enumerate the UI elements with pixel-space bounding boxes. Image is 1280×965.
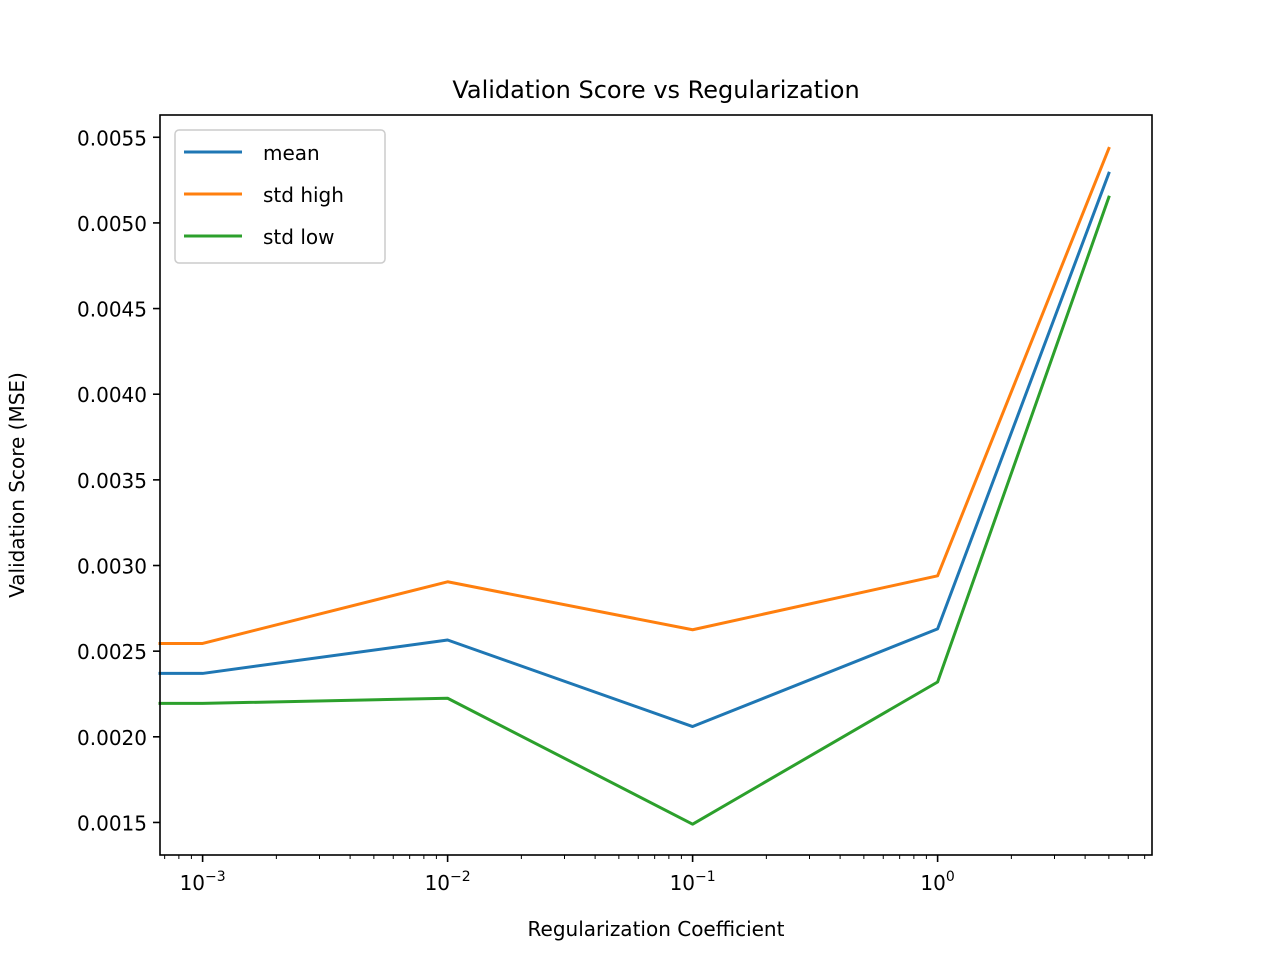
y-tick-label: 0.0025 — [77, 640, 147, 664]
x-axis-label: Regularization Coefficient — [528, 917, 785, 941]
y-tick-label: 0.0050 — [77, 212, 147, 236]
series-line-mean — [158, 171, 1111, 729]
y-tick-label: 0.0040 — [77, 383, 147, 407]
y-tick-label: 0.0015 — [77, 811, 147, 835]
series-line-std-low — [158, 195, 1111, 826]
legend-label-mean: mean — [263, 141, 320, 165]
y-axis-label: Validation Score (MSE) — [5, 372, 29, 598]
y-tick-label: 0.0055 — [77, 126, 147, 150]
y-tick-label: 0.0020 — [77, 726, 147, 750]
legend-label-std-low: std low — [263, 225, 334, 249]
series-line-std-high — [158, 146, 1111, 645]
x-axis: 10−3 10−2 10−1 100 — [164, 855, 1146, 895]
y-tick-label: 0.0030 — [77, 555, 147, 579]
x-tick-label: 10−3 — [180, 869, 226, 895]
axes-frame — [159, 114, 1153, 856]
legend-label-std-high: std high — [263, 183, 344, 207]
y-tick-label: 0.0035 — [77, 469, 147, 493]
chart-title: Validation Score vs Regularization — [452, 76, 859, 104]
y-tick-label: 0.0045 — [77, 298, 147, 322]
legend-box — [174, 129, 386, 264]
legend: mean std high std low — [174, 129, 386, 264]
y-axis: 0.0015 0.0020 0.0025 0.0030 0.0035 0.0040 0.00… — [77, 126, 160, 835]
x-tick-label: 10−2 — [425, 869, 471, 895]
x-tick-label: 10−1 — [670, 869, 716, 895]
x-tick-label: 100 — [920, 869, 954, 895]
plot-area — [158, 146, 1111, 826]
